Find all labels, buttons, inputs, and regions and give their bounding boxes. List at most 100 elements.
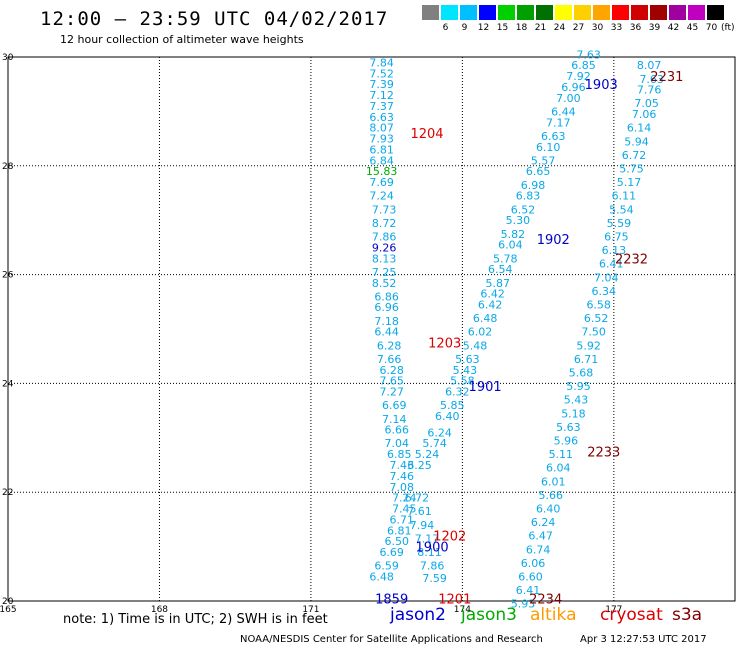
satellite-name: jason2: [390, 605, 446, 625]
wave-height-label: 7.69: [369, 176, 394, 189]
wave-height-label: 8.13: [372, 252, 397, 265]
wave-height-label: 5.59: [607, 217, 632, 230]
wave-height-label: 6.52: [584, 312, 609, 325]
wave-height-label: 7.06: [632, 108, 657, 121]
pass-time-label: 2233: [587, 445, 620, 460]
wave-height-label: 6.34: [591, 285, 616, 298]
wave-height-label: 5.63: [455, 353, 480, 366]
wave-height-label: 5.58: [450, 375, 475, 388]
wave-height-label: 6.01: [541, 475, 566, 488]
pass-time-label: 1201: [438, 592, 471, 607]
satellite-name: s3a: [672, 605, 703, 625]
lat-tick-label: 26: [2, 271, 14, 281]
lat-tick-label: 30: [2, 53, 14, 63]
wave-height-label: 6.84: [369, 154, 394, 167]
legend-swatch: [422, 5, 439, 20]
page-title: 12:00 – 23:59 UTC 04/02/2017: [40, 8, 389, 30]
wave-height-label: 6.69: [379, 546, 404, 559]
wave-height-label: 5.68: [569, 367, 594, 380]
lat-tick-label: 24: [2, 379, 14, 389]
wave-height-label: 6.47: [528, 530, 553, 543]
wave-height-label: 6.10: [536, 141, 561, 154]
wave-height-label: 9.26: [372, 241, 397, 254]
wave-height-label: 6.54: [488, 263, 513, 276]
satellite-name: cryosat: [600, 605, 663, 625]
pass-time-label: 1901: [469, 380, 502, 395]
wave-height-label: 7.94: [410, 519, 435, 532]
wave-height-label: 5.43: [453, 364, 478, 377]
wave-height-label: 5.54: [609, 203, 634, 216]
wave-height-label: 7.66: [377, 353, 402, 366]
wave-height-label: 5.57: [531, 154, 556, 167]
lon-tick-label: 168: [151, 605, 168, 615]
wave-height-label: 5.24: [415, 448, 440, 461]
legend-tick-label: 42: [667, 23, 680, 33]
wave-height-label: 7.63: [639, 73, 664, 86]
wave-height-label: 6.83: [516, 190, 541, 203]
legend-swatch: [593, 5, 610, 20]
wave-height-label: 7.65: [379, 375, 404, 388]
wave-height-label: 8.72: [372, 217, 397, 230]
pass-time-label: 1900: [416, 541, 449, 556]
wave-height-label: 7.24: [369, 190, 394, 203]
wave-height-label: 7.37: [369, 100, 394, 113]
wave-height-label: 8.11: [417, 546, 442, 559]
wave-height-label: 6.71: [574, 353, 599, 366]
legend-tick-label: 21: [534, 23, 547, 33]
wave-height-label: 6.65: [526, 165, 551, 178]
wave-height-label: 6.48: [369, 571, 394, 584]
lon-tick-label: 177: [605, 605, 622, 615]
wave-height-label: 5.92: [576, 339, 601, 352]
wave-height-label: 6.40: [536, 503, 561, 516]
wave-height-label: 6.75: [604, 231, 629, 244]
wave-height-label: 5.85: [440, 399, 465, 412]
wave-height-label: 6.28: [377, 339, 402, 352]
wave-height-label: 6.11: [612, 190, 637, 203]
wave-height-label: 7.46: [390, 470, 415, 483]
wave-height-label: 5.78: [493, 252, 518, 265]
wave-height-label: 6.96: [561, 81, 586, 94]
legend-swatch: [707, 5, 724, 20]
lon-tick-label: 174: [454, 605, 471, 615]
wave-height-label: 6.60: [518, 571, 543, 584]
wave-height-label: 7.52: [369, 67, 394, 80]
wave-height-label: 6.63: [541, 130, 566, 143]
legend-tick-label: 12: [477, 23, 490, 33]
pass-time-label: 1902: [537, 233, 570, 248]
legend-swatch: [631, 5, 648, 20]
wave-height-label: 6.96: [374, 301, 399, 314]
wave-height-label: 7.43: [390, 459, 415, 472]
legend-swatch: [460, 5, 477, 20]
wave-height-label: 7.05: [634, 97, 659, 110]
wave-height-label: 5.96: [554, 435, 579, 448]
wave-height-label: 7.86: [420, 560, 445, 573]
wave-height-label: 6.72: [405, 492, 430, 505]
pass-time-label: 2234: [529, 592, 562, 607]
legend-swatch: [479, 5, 496, 20]
pass-time-label: 1903: [585, 78, 618, 93]
wave-height-label: 7.50: [581, 326, 606, 339]
wave-height-label: 5.66: [538, 489, 563, 502]
wave-height-label: 7.04: [594, 271, 619, 284]
wave-height-label: 6.52: [511, 203, 536, 216]
pass-time-label: 2232: [615, 252, 648, 267]
credit-line: NOAA/NESDIS Center for Satellite Applica…: [240, 634, 543, 645]
wave-height-label: 7.12: [369, 89, 394, 102]
legend-tick-label: 6: [442, 23, 449, 33]
wave-height-label: 15.83: [366, 165, 398, 178]
wave-height-label: 6.13: [602, 244, 627, 257]
wave-height-label: 6.28: [379, 364, 404, 377]
wave-height-label: 7.84: [369, 56, 394, 69]
wave-height-label: 6.40: [435, 410, 460, 423]
legend-swatch: [688, 5, 705, 20]
wave-height-label: 7.17: [415, 532, 440, 545]
wave-height-label: 7.92: [566, 70, 591, 83]
legend-unit: (ft): [721, 23, 735, 33]
legend-swatch: [441, 5, 458, 20]
legend-swatch: [650, 5, 667, 20]
legend-swatch: [669, 5, 686, 20]
wave-height-label: 5.43: [564, 394, 589, 407]
wave-height-label: 5.17: [617, 176, 642, 189]
legend-tick-label: 33: [610, 23, 623, 33]
pass-time-label: 1203: [428, 337, 461, 352]
